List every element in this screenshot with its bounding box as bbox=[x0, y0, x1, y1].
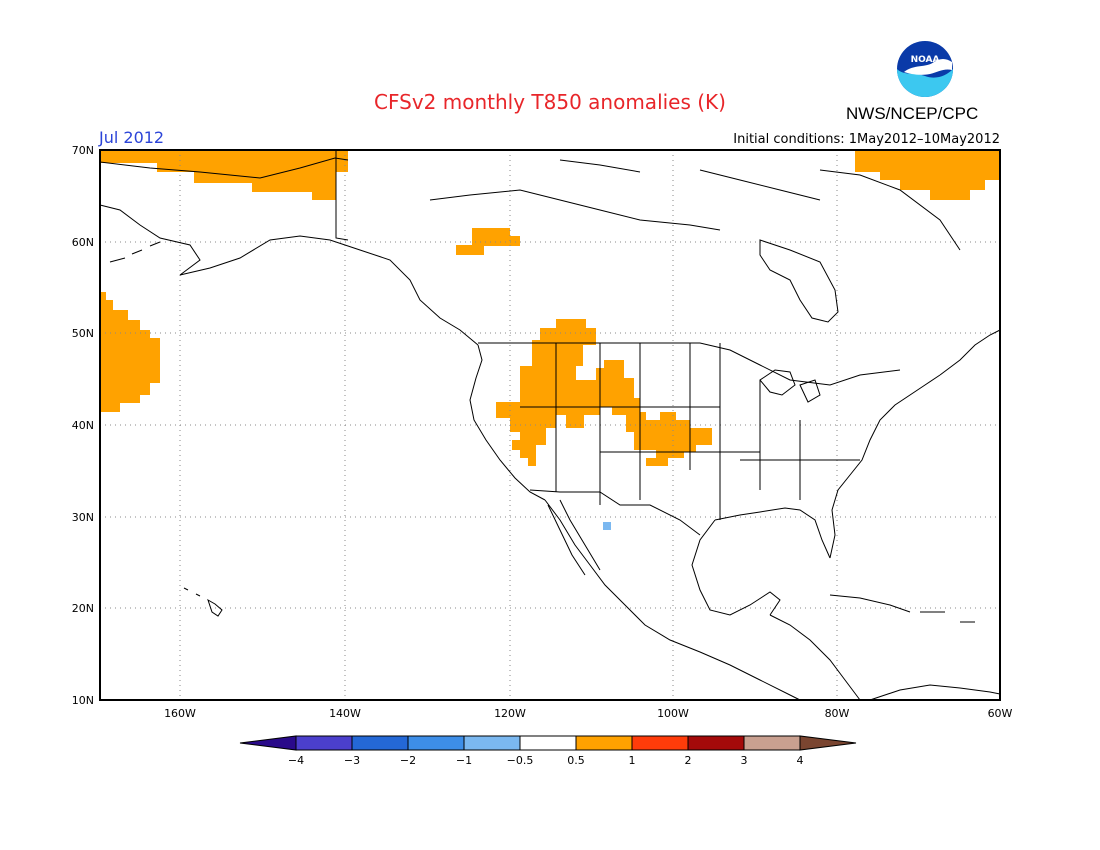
colorbar-bin--1_-0.5 bbox=[463, 735, 521, 751]
colorbar-bin-1_2 bbox=[631, 735, 689, 751]
colorbar-bin-2_3 bbox=[687, 735, 745, 751]
colorbar-bin-3_4 bbox=[743, 735, 801, 751]
colorbar-arrow-low bbox=[239, 735, 297, 751]
cool-anomaly-pixel bbox=[603, 522, 611, 530]
lon-labels: 160W 140W 120W 100W 80W 60W bbox=[164, 707, 1012, 720]
colorbar-arrow-high bbox=[799, 735, 857, 751]
lat-label-30N: 30N bbox=[72, 511, 94, 524]
initial-conditions: Initial conditions: 1May2012–10May2012 bbox=[733, 132, 1000, 147]
colorbar-label: −0.5 bbox=[507, 754, 534, 767]
lat-label-20N: 20N bbox=[72, 602, 94, 615]
colorbar: −4 −3 −2 −1 −0.5 0.5 1 2 3 4 bbox=[239, 735, 857, 767]
noaa-logo-icon: NOAA bbox=[897, 41, 953, 97]
colorbar-label: 0.5 bbox=[567, 754, 585, 767]
colorbar-label: 1 bbox=[629, 754, 636, 767]
agency-label: NWS/NCEP/CPC bbox=[846, 104, 979, 123]
lat-label-40N: 40N bbox=[72, 419, 94, 432]
colorbar-label: 3 bbox=[741, 754, 748, 767]
colorbar-bin--0.5_0.5 bbox=[519, 735, 577, 751]
lon-label-80W: 80W bbox=[825, 707, 850, 720]
forecast-month: Jul 2012 bbox=[99, 128, 165, 147]
graticule bbox=[100, 150, 1000, 700]
colorbar-bin--2_-1 bbox=[407, 735, 465, 751]
colorbar-label: 2 bbox=[685, 754, 692, 767]
lon-label-140W: 140W bbox=[329, 707, 361, 720]
lat-labels: 10N 20N 30N 40N 50N 60N 70N bbox=[72, 144, 94, 707]
lon-label-60W: 60W bbox=[988, 707, 1013, 720]
lat-label-70N: 70N bbox=[72, 144, 94, 157]
lon-label-160W: 160W bbox=[164, 707, 196, 720]
colorbar-bin-0.5_1 bbox=[575, 735, 633, 751]
lat-label-50N: 50N bbox=[72, 327, 94, 340]
warm-anomaly-regions bbox=[100, 150, 1000, 466]
colorbar-label: −2 bbox=[400, 754, 416, 767]
lat-label-60N: 60N bbox=[72, 236, 94, 249]
colorbar-label: −3 bbox=[344, 754, 360, 767]
plot-frame bbox=[99, 149, 1001, 701]
svg-text:NOAA: NOAA bbox=[911, 55, 940, 65]
colorbar-label: −1 bbox=[456, 754, 472, 767]
colorbar-label: 4 bbox=[797, 754, 804, 767]
colorbar-bin--4_-3 bbox=[295, 735, 353, 751]
colorbar-label: −4 bbox=[288, 754, 304, 767]
colorbar-bin--3_-2 bbox=[351, 735, 409, 751]
lat-label-10N: 10N bbox=[72, 694, 94, 707]
lon-label-100W: 100W bbox=[657, 707, 689, 720]
coastlines bbox=[99, 150, 1001, 701]
lon-label-120W: 120W bbox=[494, 707, 526, 720]
map-title: CFSv2 monthly T850 anomalies (K) bbox=[374, 90, 726, 114]
